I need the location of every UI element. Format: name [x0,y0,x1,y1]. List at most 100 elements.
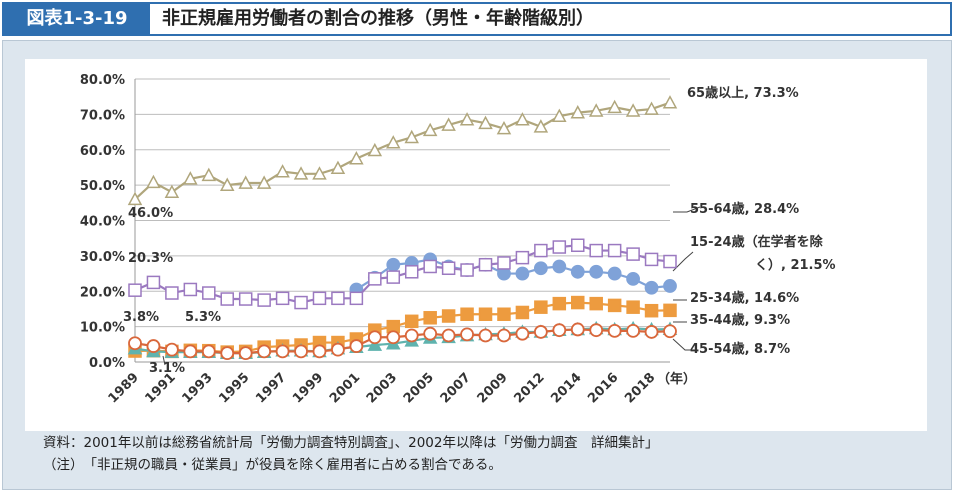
data-point [515,305,530,320]
data-point [534,300,548,314]
data-point [293,166,309,180]
data-point [423,259,437,274]
x-tick-label: 2016 [585,370,621,406]
data-point [441,309,456,323]
figure-title: 非正規雇用労働者の割合の推移（男性・年齢階級別） [162,8,594,29]
x-tick-label: 2009 [475,370,511,406]
x-tick-label: 2001 [327,370,363,406]
data-point [256,175,272,189]
data-point [588,103,604,117]
data-point [220,346,235,361]
data-point [460,307,474,321]
data-point [220,292,234,306]
data-point [165,286,179,300]
data-point [460,263,474,277]
data-point [257,344,272,359]
data-point [201,167,217,182]
data-point [423,326,438,341]
y-tick-label: 0.0% [89,356,125,371]
data-point [515,250,530,265]
series-layer [127,95,678,361]
y-tick-label: 30.0% [80,250,125,265]
data-point [515,266,530,281]
data-point [294,295,308,310]
footnote: （注） 「非正規の職員・従業員」が役員を除く雇用者に占める割合である。 [43,457,502,473]
x-unit-label: （年） [657,371,696,387]
data-point [367,142,383,157]
data-point [589,243,603,258]
data-point [497,328,511,343]
data-point [663,303,677,318]
data-point [571,295,585,310]
data-point [552,259,567,274]
x-tick-label: 2003 [364,370,400,406]
label-25-34: 25-34歳, 14.6% [690,290,799,306]
label-start-45-54: 5.3% [185,310,221,325]
data-point [644,325,659,339]
x-tick-label: 1999 [290,370,326,406]
x-tick-label: 2012 [511,370,547,406]
data-point [644,101,659,115]
data-point [644,280,659,295]
x-tick-label: 2014 [548,370,584,406]
data-point [552,296,567,311]
data-point [367,330,382,345]
data-point [128,283,142,297]
data-point [219,177,235,191]
figure-header: 図表1-3-19 非正規雇用労働者の割合の推移（男性・年齢階級別） [2,2,952,36]
data-point [202,286,216,300]
data-point [626,323,641,338]
leader-line [673,206,701,213]
chart-panel: 0.0% 10.0% 20.0% 30.0% 40.0% 50.0% 60.0% 70.0% 8… [2,40,952,490]
data-point [127,191,143,206]
data-point [404,328,419,343]
data-point [570,105,586,119]
data-point [496,120,512,135]
data-point [164,342,179,357]
data-point [626,300,640,314]
data-point [533,119,549,133]
data-point [552,323,567,338]
series-65歳以上 [127,95,678,206]
data-point [238,346,253,361]
data-point [201,344,216,359]
data-point [515,112,530,126]
data-point [625,103,641,117]
data-point [331,342,345,357]
data-point [146,339,161,353]
y-tick-label: 60.0% [80,144,125,159]
data-point [330,160,346,174]
y-tick-label: 80.0% [80,73,125,88]
leader-line [672,338,693,351]
data-point [663,324,677,339]
data-point [571,238,585,253]
data-point [662,95,678,109]
data-point [164,184,180,199]
data-point [626,271,641,286]
y-tick-label: 40.0% [80,215,125,230]
data-point [460,327,474,342]
data-point [386,270,401,284]
data-point [497,256,511,270]
data-point [533,261,548,276]
data-point [570,264,585,279]
data-point [478,328,493,343]
y-tick-label: 20.0% [80,285,125,300]
y-tick-label: 10.0% [80,321,125,336]
data-point [533,325,548,339]
label-55-64: 55-64歳, 28.4% [690,201,799,217]
leader-line [162,355,166,366]
label-15-24-line1: 15-24歳（在学者を除 [690,234,824,250]
x-tick-label: 2007 [438,370,474,406]
series-45-54歳 [128,322,677,361]
data-point [644,303,659,318]
data-point [275,291,290,306]
y-tick-label: 70.0% [80,108,125,123]
data-point [478,257,493,272]
label-45-54: 45-54歳, 8.7% [690,341,790,357]
series-55-64歳 [128,238,677,310]
data-point [349,151,364,165]
data-point [515,326,530,341]
data-point [275,344,290,359]
data-point [368,272,382,286]
